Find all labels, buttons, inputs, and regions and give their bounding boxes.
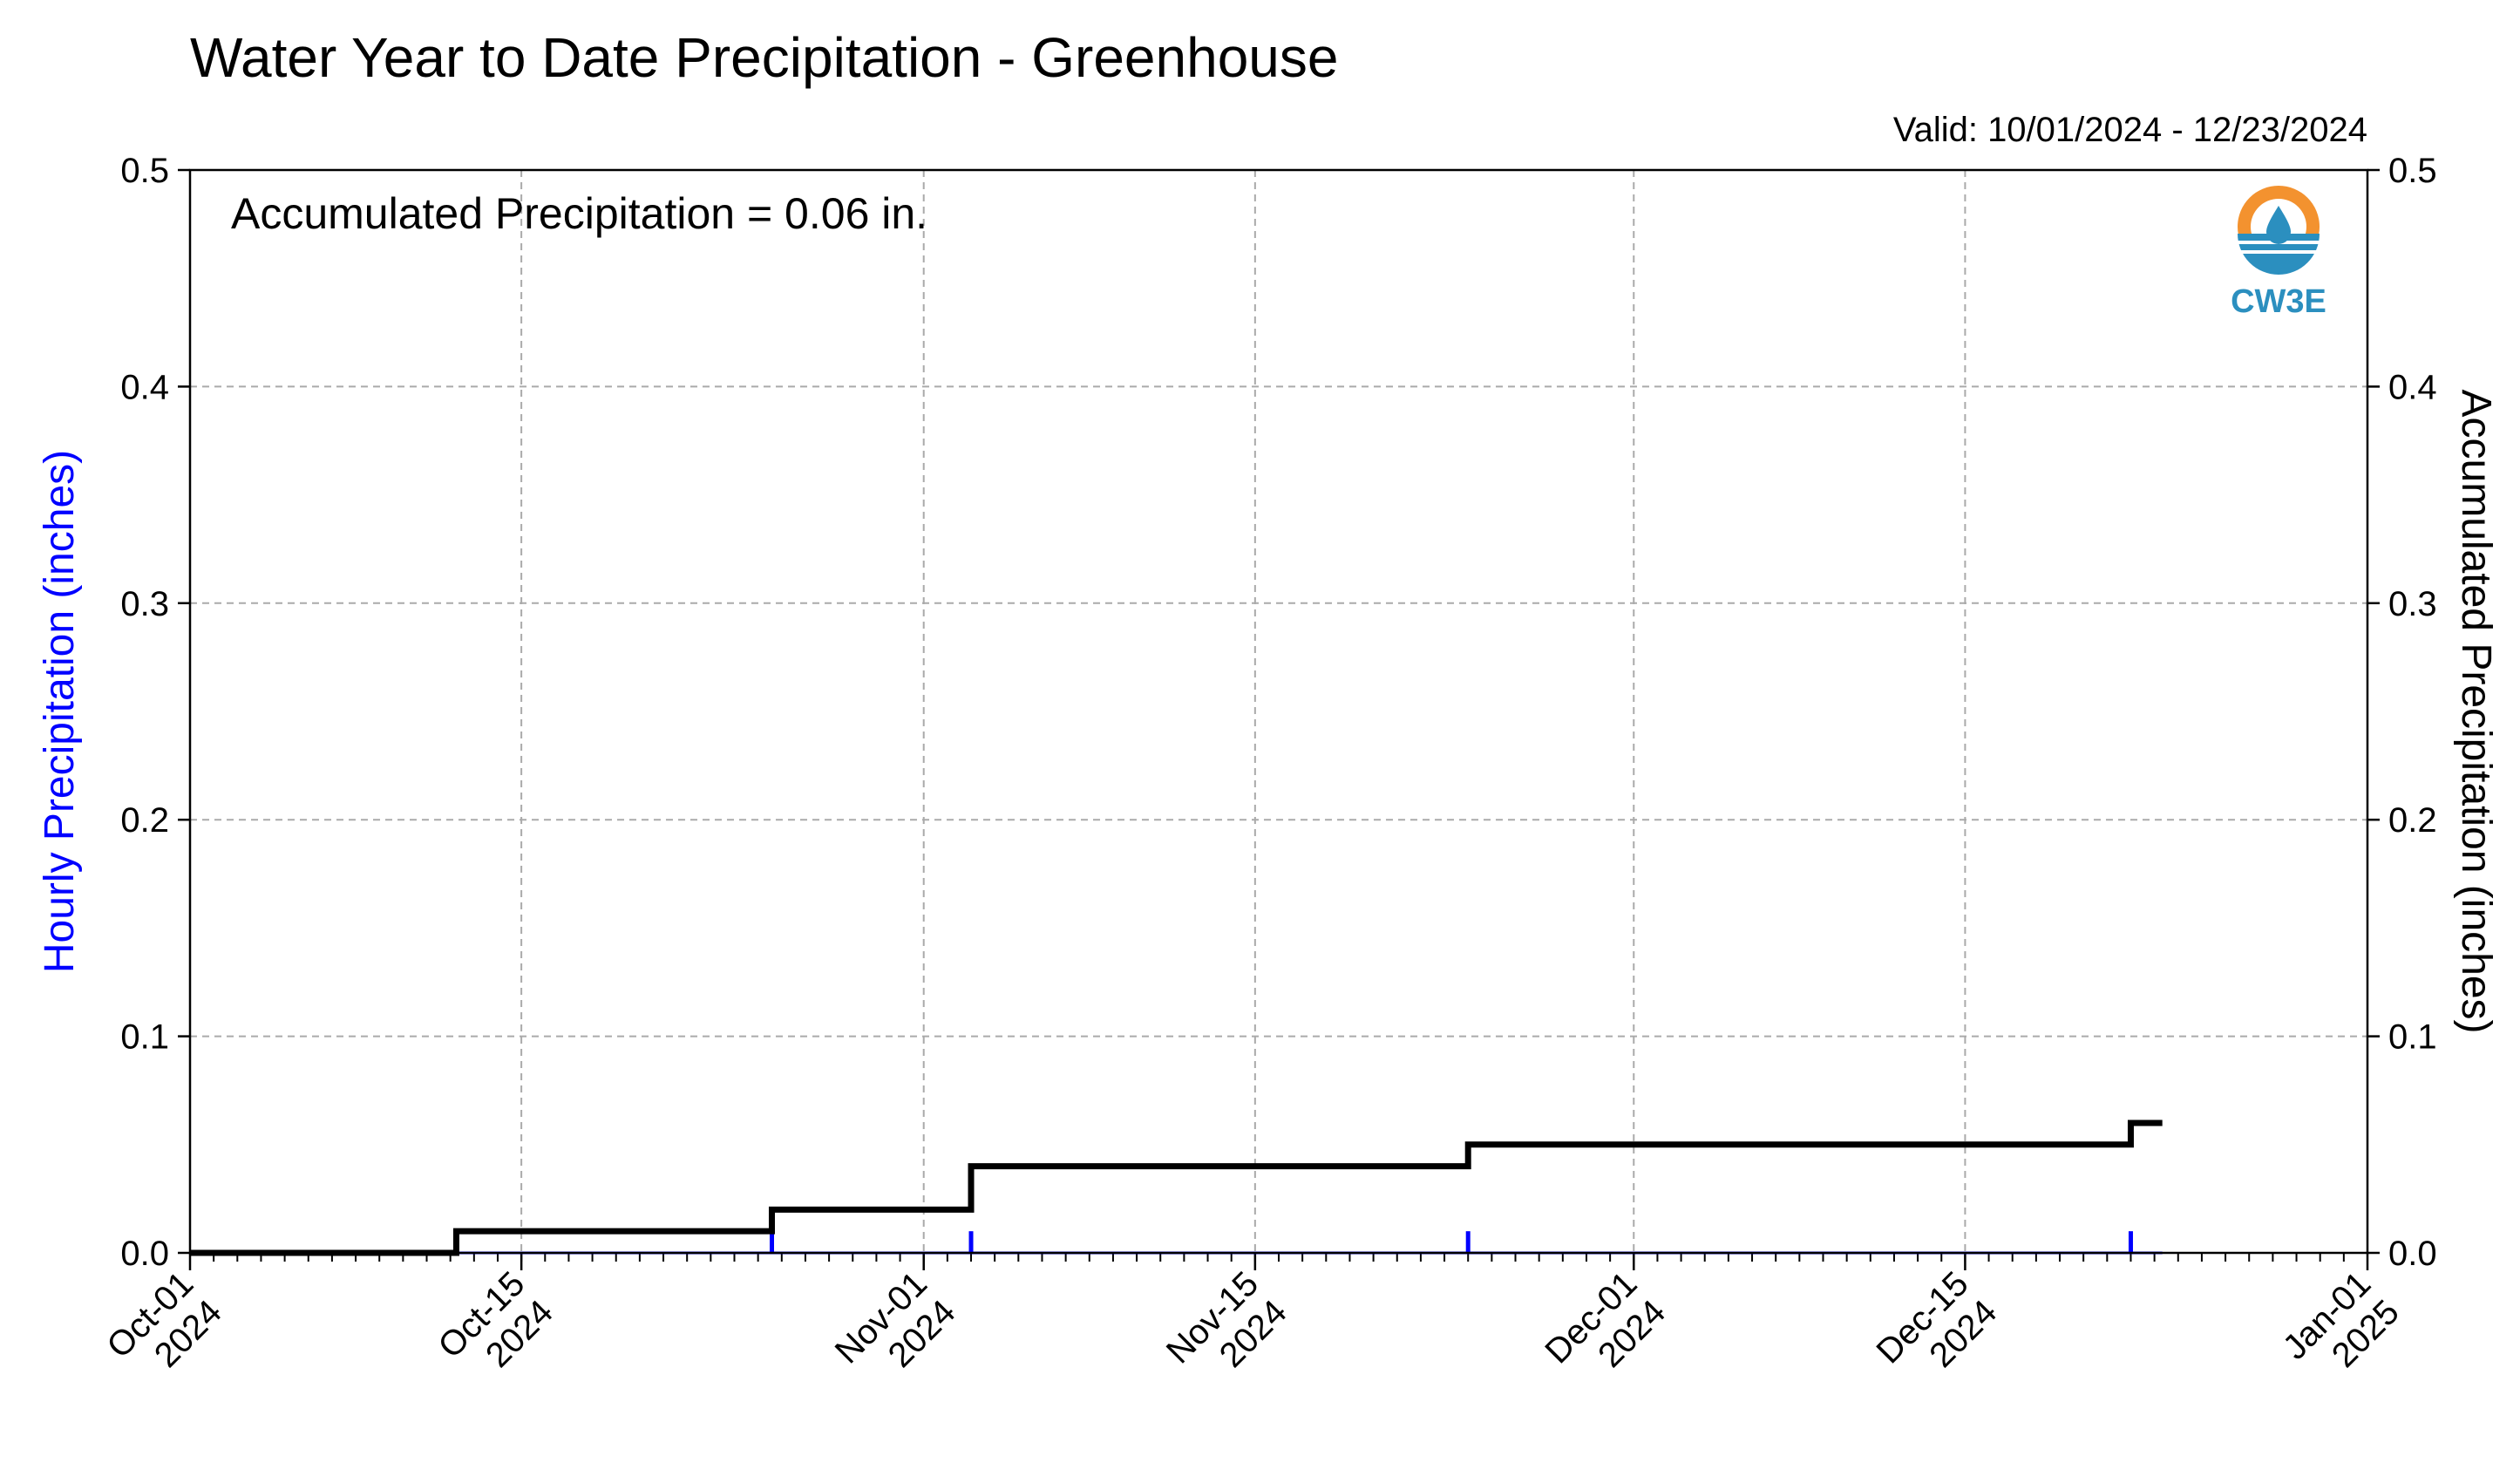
y-tick-label-right: 0.4: [2388, 368, 2437, 406]
y-axis-label-right: Accumulated Precipitation (inches): [2453, 389, 2499, 1033]
y-axis-ticks: 0.0 0.0 0.1 0.1 0.2 0.2 0.3 0.3 0.4 0.4 0.5 0.5: [120, 152, 2436, 1273]
y-tick-label-left: 0.3: [120, 585, 169, 623]
y-tick-label-right: 0.5: [2388, 152, 2437, 190]
y-tick-label-left: 0.2: [120, 801, 169, 840]
y-axis-label-left: Hourly Precipitation (inches): [37, 450, 83, 973]
y-tick-label-right: 0.3: [2388, 585, 2437, 623]
y-tick-label-left: 0.4: [120, 368, 169, 406]
valid-date-range: Valid: 10/01/2024 - 12/23/2024: [1893, 111, 2367, 149]
y-tick-label-left: 0.5: [120, 152, 169, 190]
logo-drop-icon: [2266, 206, 2291, 244]
chart-title: Water Year to Date Precipitation - Green…: [190, 26, 1338, 89]
accumulated-precipitation-series: [190, 1119, 2163, 1256]
accumulated-step-line: [190, 1119, 2163, 1256]
y-tick-label-left: 0.1: [120, 1018, 169, 1057]
grid-lines: [190, 170, 2367, 1253]
y-tick-label-right: 0.1: [2388, 1018, 2437, 1057]
accumulated-annotation: Accumulated Precipitation = 0.06 in.: [231, 189, 927, 238]
cw3e-logo: CW3E: [2231, 186, 2326, 320]
logo-text: CW3E: [2231, 283, 2326, 320]
y-tick-label-right: 0.0: [2388, 1235, 2437, 1273]
y-tick-label-left: 0.0: [120, 1235, 169, 1273]
plot-frame: [188, 168, 2369, 1255]
y-tick-label-right: 0.2: [2388, 801, 2437, 840]
